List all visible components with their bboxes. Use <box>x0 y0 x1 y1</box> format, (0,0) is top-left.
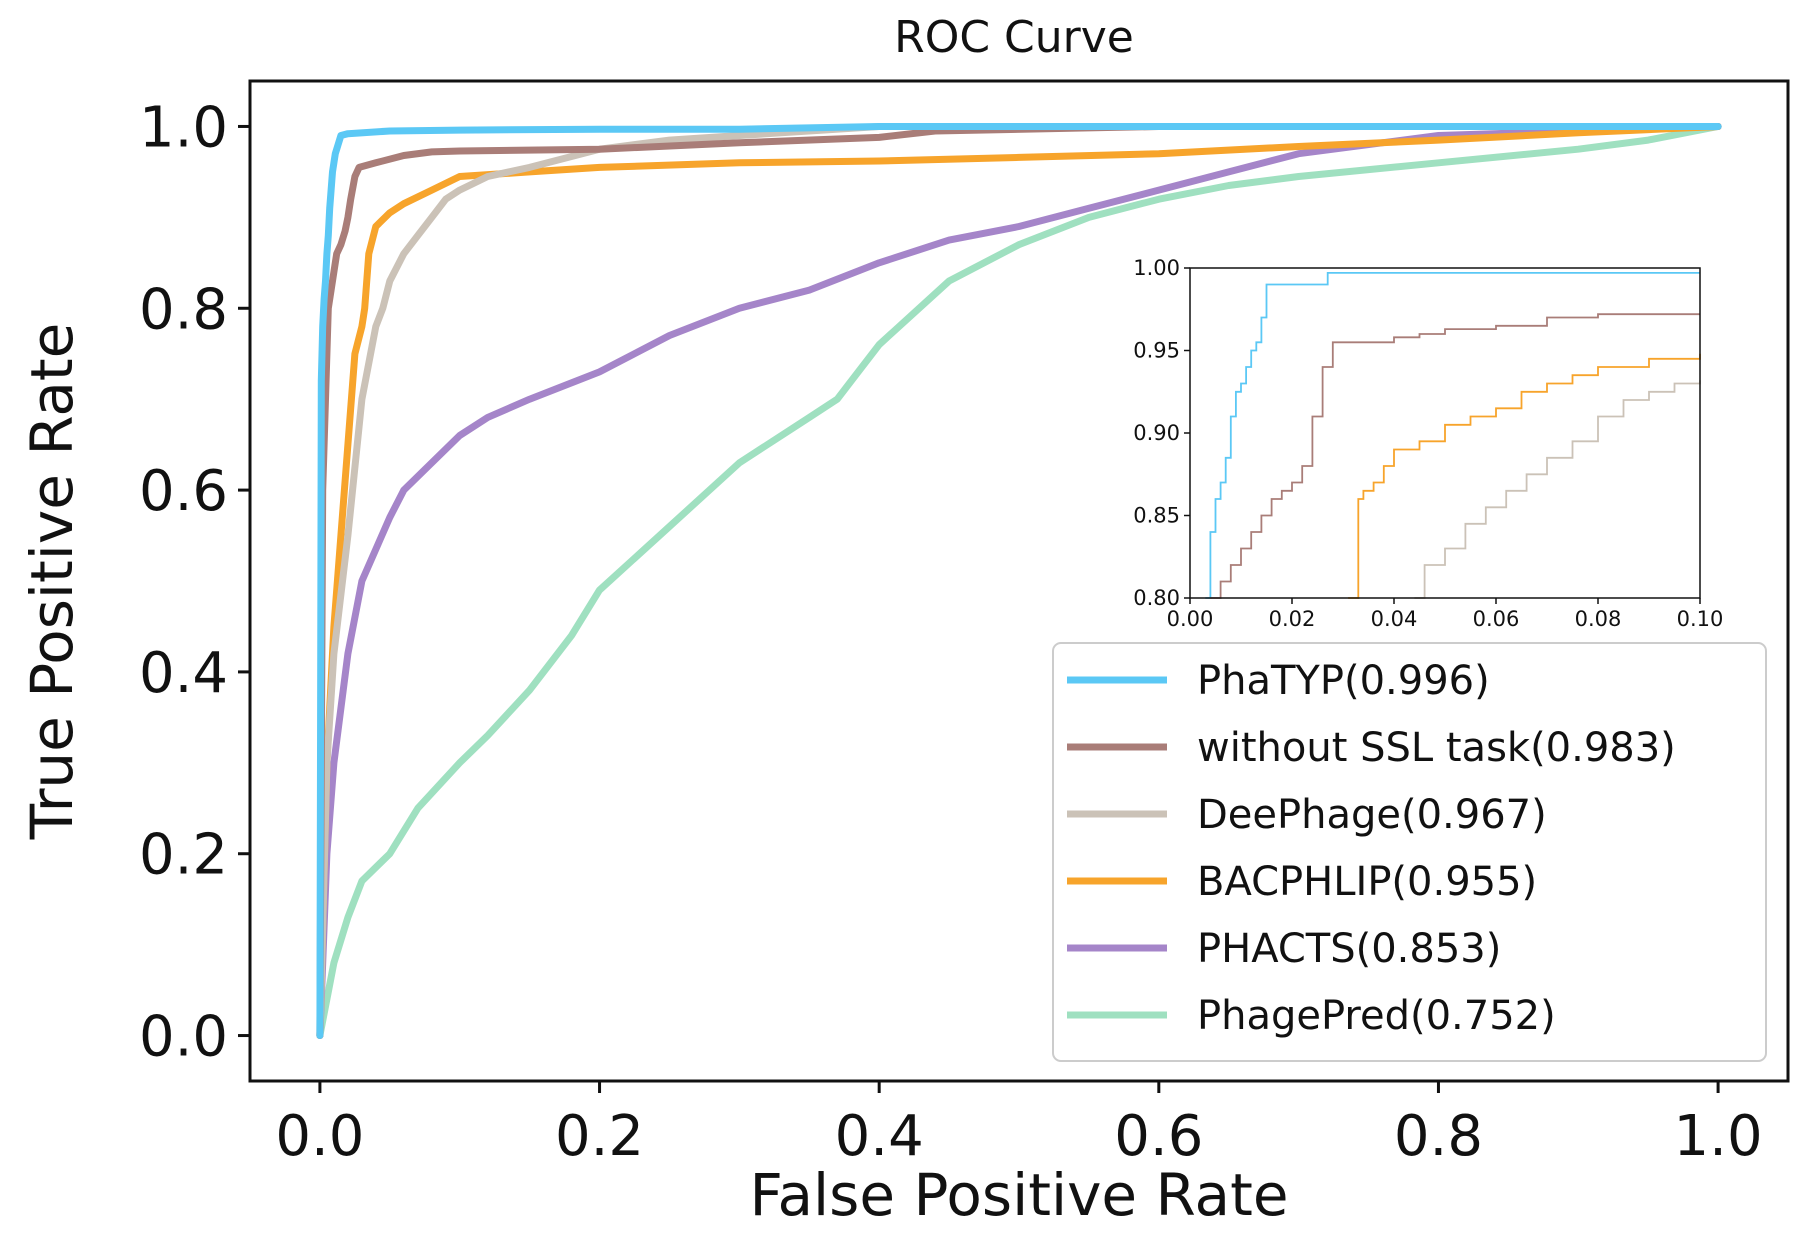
legend: PhaTYP(0.996) without SSL task(0.983) DeeP… <box>1067 658 1676 1039</box>
series-line-1 <box>316 123 1722 1039</box>
inset-series-line-1 <box>1210 313 1700 599</box>
legend-label: DeePhage(0.967) <box>1197 792 1547 838</box>
main-plot-frame <box>248 79 1790 1083</box>
x-tick-label: 1.0 <box>1674 1104 1763 1169</box>
legend-label: PhaTYP(0.996) <box>1197 658 1490 704</box>
inset-x-tick-label: 0.00 <box>1167 607 1214 631</box>
inset-y-tick-label: 0.90 <box>1133 421 1180 445</box>
y-tick-label: 0.8 <box>139 277 228 342</box>
x-tick-label: 0.8 <box>1394 1104 1483 1169</box>
y-tick-label: 0.6 <box>139 459 228 524</box>
inset-x-axis: 0.00 0.02 0.04 0.06 0.08 0.10 <box>1167 598 1724 631</box>
y-axis-label: True Positive Rate <box>18 323 86 841</box>
chart-title: ROC Curve <box>894 12 1134 63</box>
legend-label: without SSL task(0.983) <box>1197 725 1676 771</box>
x-tick-label: 0.2 <box>555 1104 644 1169</box>
legend-label: BACPHLIP(0.955) <box>1197 859 1537 905</box>
x-tick-label: 0.6 <box>1114 1104 1203 1169</box>
y-tick-label: 0.0 <box>139 1005 228 1070</box>
inset-series-line-3 <box>1414 380 1701 599</box>
series-line-3 <box>316 123 1722 1039</box>
legend-label: PHACTS(0.853) <box>1197 926 1501 972</box>
x-tick-label: 0.0 <box>275 1104 364 1169</box>
x-tick-label: 0.4 <box>835 1104 924 1169</box>
inset-series-line-0 <box>1205 272 1700 599</box>
inset-x-tick-label: 0.04 <box>1371 607 1418 631</box>
main-y-axis: 0.0 0.2 0.4 0.6 0.8 1.0 <box>139 95 250 1070</box>
legend-label: PhagePred(0.752) <box>1197 993 1556 1039</box>
inset-y-tick-label: 0.80 <box>1133 586 1180 610</box>
y-tick-label: 0.2 <box>139 823 228 888</box>
series-line-4 <box>316 123 1722 1039</box>
inset-y-tick-label: 0.95 <box>1133 339 1180 363</box>
legend-box <box>1052 642 1767 1062</box>
inset-x-tick-label: 0.10 <box>1677 607 1724 631</box>
inset-x-tick-label: 0.02 <box>1269 607 1316 631</box>
main-plot-area <box>316 123 1722 1039</box>
inset-y-axis: 0.80 0.85 0.90 0.95 1.00 <box>1133 256 1190 610</box>
series-line-5 <box>316 123 1722 1039</box>
inset-y-tick-label: 0.85 <box>1133 504 1180 528</box>
main-x-axis: 0.0 0.2 0.4 0.6 0.8 1.0 <box>275 1081 1763 1169</box>
inset-x-tick-label: 0.08 <box>1575 607 1622 631</box>
inset-series-line-2 <box>1348 353 1701 599</box>
y-tick-label: 1.0 <box>139 95 228 160</box>
x-axis-label: False Positive Rate <box>749 1161 1288 1229</box>
series-line-0 <box>316 123 1722 1039</box>
y-tick-label: 0.4 <box>139 641 228 706</box>
inset-y-tick-label: 1.00 <box>1133 256 1180 280</box>
inset-plot-area <box>1205 272 1701 599</box>
inset-x-tick-label: 0.06 <box>1473 607 1520 631</box>
